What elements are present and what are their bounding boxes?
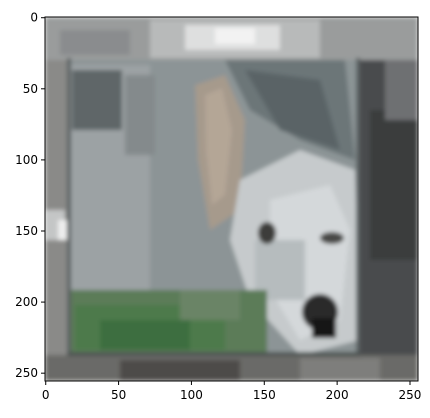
x-tick-label: 100 [180, 388, 203, 402]
x-axis: 0 50 100 150 200 250 [42, 381, 422, 402]
y-tick-label: 50 [23, 82, 38, 96]
y-tick-label: 200 [15, 295, 38, 309]
x-tick-label: 250 [399, 388, 422, 402]
x-tick-label: 50 [111, 388, 126, 402]
y-axis: 0 50 100 150 200 250 [15, 11, 45, 380]
y-tick-label: 100 [15, 153, 38, 167]
y-tick-label: 0 [30, 11, 38, 25]
photo-image [45, 17, 418, 381]
y-tick-label: 250 [15, 366, 38, 380]
y-tick-label: 150 [15, 224, 38, 238]
axes-frame [44, 16, 419, 382]
x-tick-label: 150 [253, 388, 276, 402]
x-tick-label: 0 [42, 388, 50, 402]
x-tick-label: 200 [326, 388, 349, 402]
